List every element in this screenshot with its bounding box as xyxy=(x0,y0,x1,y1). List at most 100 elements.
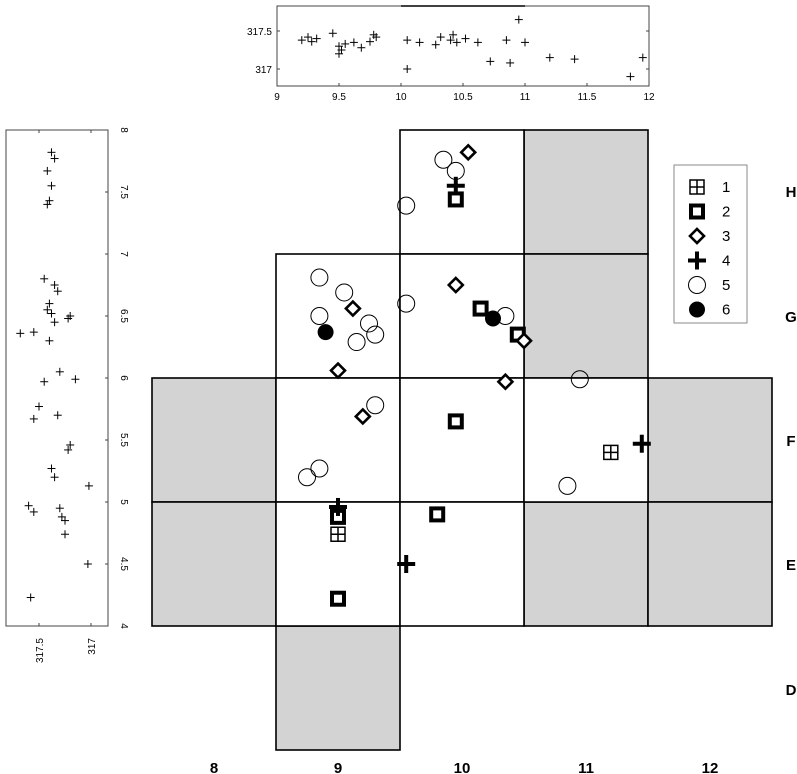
marker-square xyxy=(330,590,346,607)
data-point xyxy=(47,309,56,318)
marker-circle xyxy=(558,476,577,495)
x-tick-label: 11 xyxy=(520,92,531,103)
data-point xyxy=(403,65,412,73)
data-point xyxy=(47,181,56,190)
legend-box xyxy=(673,164,748,324)
data-point xyxy=(64,314,73,323)
data-point xyxy=(50,473,59,482)
data-point xyxy=(40,274,49,283)
data-point xyxy=(436,33,445,42)
legend-marker-3 xyxy=(688,227,706,245)
marker-circle xyxy=(397,196,416,215)
data-point xyxy=(349,38,358,47)
legend-label: 2 xyxy=(722,204,730,221)
grid-square-shaded xyxy=(275,625,401,751)
data-point xyxy=(473,38,482,47)
marker-square xyxy=(472,300,489,317)
data-point-series-5 xyxy=(310,268,329,287)
legend-marker-6 xyxy=(689,301,705,318)
legend-marker-4 xyxy=(688,251,706,270)
y-grid-label: G xyxy=(785,309,797,326)
data-point xyxy=(449,30,458,39)
y-tick-label: 4.5 xyxy=(118,557,129,571)
x-grid-label: 10 xyxy=(454,760,471,774)
data-point xyxy=(431,40,440,49)
data-point-series-6 xyxy=(317,324,334,341)
data-point-series-5 xyxy=(360,314,378,333)
data-point xyxy=(50,281,59,289)
data-point xyxy=(297,36,306,45)
data-point xyxy=(71,375,80,384)
data-point-series-2 xyxy=(447,413,464,430)
data-point xyxy=(29,328,38,337)
marker-square xyxy=(447,191,464,208)
grid-square-open xyxy=(275,253,401,379)
marker-diamond xyxy=(353,407,372,426)
data-point xyxy=(29,414,38,423)
data-point xyxy=(514,15,523,24)
side-section-plot: 8 7.5 7 6.5 6 5.5 5 4.5 4 317.5 317 xyxy=(5,127,129,663)
marker-circle xyxy=(347,333,366,352)
x-grid-label: 8 xyxy=(210,760,218,774)
marker-circle xyxy=(688,276,706,294)
data-point xyxy=(47,148,56,157)
data-point xyxy=(35,402,43,411)
y-tick-label: 7 xyxy=(118,251,129,257)
x-tick-label: 10 xyxy=(395,92,407,103)
data-point xyxy=(84,481,93,490)
data-point xyxy=(357,43,366,52)
marker-circle xyxy=(298,468,316,487)
marker-circle xyxy=(360,314,378,333)
x-tick-label: 9 xyxy=(274,92,280,103)
data-point xyxy=(307,37,316,46)
legend-label: 6 xyxy=(722,302,730,319)
data-point-series-5 xyxy=(335,283,354,302)
data-point xyxy=(506,58,515,67)
data-point xyxy=(53,287,62,296)
grid-square-shaded xyxy=(523,253,649,379)
data-point xyxy=(53,411,62,420)
data-point-series-5 xyxy=(310,307,329,325)
marker-circle xyxy=(397,294,416,313)
y-tick-label: 7.5 xyxy=(118,185,129,199)
data-point-series-2 xyxy=(330,590,346,607)
top-section-plot: 9 9.5 10 10.5 11 11.5 12 317.5 317 xyxy=(247,5,655,103)
data-point xyxy=(66,440,75,449)
data-point xyxy=(415,38,424,47)
data-point xyxy=(29,507,38,516)
data-point xyxy=(24,501,33,510)
marker-diamond xyxy=(459,143,478,162)
marker-diamond xyxy=(688,227,706,245)
data-point xyxy=(45,196,54,205)
top-plot-frame xyxy=(276,5,650,87)
grid-square-shaded xyxy=(523,501,649,627)
data-point xyxy=(638,53,647,62)
grid-square-shaded xyxy=(523,129,649,255)
data-point-series-5 xyxy=(446,161,465,180)
data-point-series-3 xyxy=(344,299,362,318)
data-point xyxy=(50,154,59,163)
data-point-series-3 xyxy=(496,372,515,391)
marker-circle xyxy=(310,307,329,325)
data-point xyxy=(446,36,455,45)
plan-axis-labels: 8 9 10 11 12 D E F G H xyxy=(210,184,797,774)
y-tick-label: 5 xyxy=(118,499,129,505)
data-point-series-4 xyxy=(632,434,651,453)
y-grid-label: F xyxy=(786,433,795,450)
marker-diamond xyxy=(446,276,465,294)
x-tick-label: 9.5 xyxy=(332,92,346,103)
data-point xyxy=(341,39,350,48)
side-plot-frame xyxy=(5,129,109,627)
data-point xyxy=(50,318,59,327)
legend-label: 4 xyxy=(722,253,730,270)
data-point xyxy=(83,560,92,568)
y-tick-label: 6.5 xyxy=(118,309,129,323)
data-point xyxy=(452,38,461,47)
data-point-series-3 xyxy=(446,276,465,294)
data-point xyxy=(64,445,73,454)
data-point xyxy=(486,57,495,66)
data-point xyxy=(43,305,52,314)
legend-marker-2 xyxy=(689,203,705,220)
x-tick-label: 317.5 xyxy=(35,638,46,663)
